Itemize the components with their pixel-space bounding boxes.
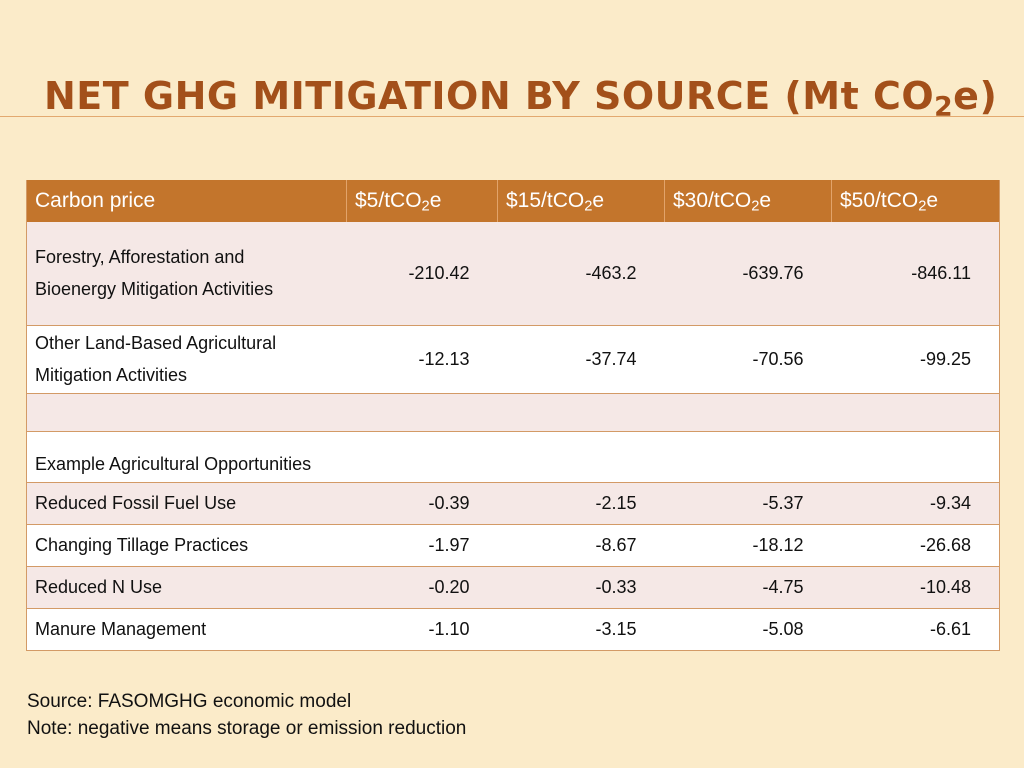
header-price-15: $15/tCO2e: [497, 180, 665, 222]
section-label: Example Agricultural Opportunities: [35, 453, 312, 474]
table-row: Reduced N Use -0.20 -0.33 -4.75 -10.48: [26, 566, 1000, 608]
cell-value: -70.56: [752, 348, 804, 369]
row-label: Manure Management: [35, 619, 207, 639]
slide-title: NET GHG MITIGATION BY SOURCE (Mt CO2e): [44, 74, 1024, 120]
cell-value: -5.37: [762, 492, 804, 513]
source-note: Source: FASOMGHG economic model: [27, 691, 352, 712]
row-label: Reduced Fossil Fuel Use: [35, 493, 237, 513]
row-label: Changing Tillage Practices: [35, 535, 249, 555]
cell-value: -8.67: [595, 534, 637, 555]
empty-cell: [27, 393, 1000, 431]
mitigation-table: Carbon price $5/tCO2e $15/tCO2e $30/tCO2…: [26, 180, 1000, 651]
cell-value: -0.39: [428, 492, 470, 513]
cell-value: -0.20: [428, 576, 470, 597]
header-price-5: $5/tCO2e: [346, 180, 498, 222]
cell-value: -3.15: [595, 618, 637, 639]
header-price-30: $30/tCO2e: [664, 180, 832, 222]
cell-value: -210.42: [408, 262, 470, 283]
header-row: Carbon price $5/tCO2e $15/tCO2e $30/tCO2…: [26, 180, 1000, 222]
section-row: Example Agricultural Opportunities: [26, 431, 1000, 482]
header-price-50: $50/tCO2e: [831, 180, 1000, 222]
footer-notes: Source: FASOMGHG economic model Note: ne…: [27, 688, 466, 742]
cell-value: -9.34: [929, 492, 971, 513]
title-unit-sub: 2: [934, 91, 954, 123]
cell-value: -37.74: [585, 348, 637, 369]
cell-value: -846.11: [911, 262, 971, 283]
table-row: Other Land-Based Agricultural Mitigation …: [26, 325, 1000, 393]
cell-value: -1.10: [428, 618, 470, 639]
cell-value: -18.12: [752, 534, 804, 555]
sign-note: Note: negative means storage or emission…: [27, 718, 467, 739]
cell-value: -4.75: [762, 576, 804, 597]
cell-value: -10.48: [919, 576, 971, 597]
title-main: NET GHG MITIGATION BY SOURCE: [44, 74, 771, 118]
title-unit-open: (Mt CO: [770, 74, 935, 118]
title-unit-close: e): [953, 74, 998, 118]
cell-value: -463.2: [585, 262, 637, 283]
slide-title-area: NET GHG MITIGATION BY SOURCE (Mt CO2e): [44, 74, 1024, 120]
cell-value: -2.15: [595, 492, 637, 513]
cell-value: -0.33: [595, 576, 637, 597]
title-divider: [0, 116, 1024, 117]
cell-value: -12.13: [418, 348, 470, 369]
table-row: Changing Tillage Practices -1.97 -8.67 -…: [26, 524, 1000, 566]
table-row: Reduced Fossil Fuel Use -0.39 -2.15 -5.3…: [26, 482, 1000, 524]
cell-value: -5.08: [762, 618, 804, 639]
row-label: Other Land-Based Agricultural Mitigation …: [35, 333, 277, 385]
cell-value: -26.68: [919, 534, 971, 555]
row-label: Reduced N Use: [35, 577, 163, 597]
header-label: Carbon price: [26, 180, 347, 222]
table-row: Forestry, Afforestation and Bioenergy Mit…: [26, 222, 1000, 325]
cell-value: -639.76: [742, 262, 804, 283]
table-row: Manure Management -1.10 -3.15 -5.08 -6.6…: [26, 608, 1000, 650]
spacer-row: [26, 393, 1000, 431]
row-label: Forestry, Afforestation and Bioenergy Mit…: [35, 247, 274, 300]
cell-value: -1.97: [428, 534, 470, 555]
cell-value: -6.61: [929, 618, 971, 639]
cell-value: -99.25: [919, 348, 971, 369]
